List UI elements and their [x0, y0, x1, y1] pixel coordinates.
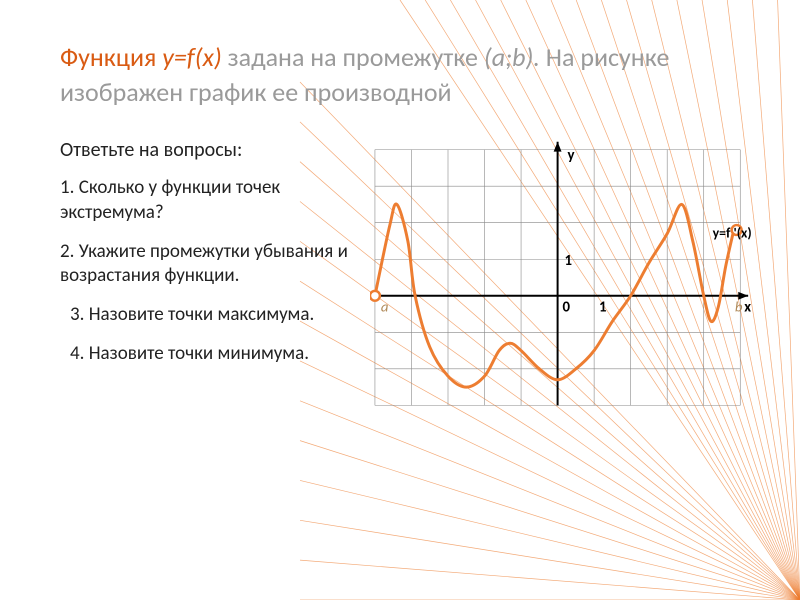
derivative-chart: y x 0 1 1 a b y=f '(x)	[370, 138, 760, 408]
svg-text:b: b	[735, 298, 743, 316]
title-part1: Функция	[60, 41, 162, 73]
question-2: 2. Укажите промежутки убывания и возраст…	[60, 240, 350, 289]
svg-text:a: a	[381, 298, 389, 316]
svg-text:0: 0	[563, 298, 571, 316]
svg-text:1: 1	[565, 251, 573, 269]
question-1: 1. Сколько у функции точек экстремума?	[60, 176, 350, 225]
svg-text:y=f '(x): y=f '(x)	[713, 225, 752, 242]
title-formula: y=f(x)	[162, 41, 222, 73]
svg-text:x: x	[744, 298, 751, 316]
title-part2: задана на промежутке	[222, 41, 484, 73]
question-3: 3. Назовите точки максимума.	[70, 303, 350, 328]
svg-text:1: 1	[599, 298, 607, 316]
question-4: 4. Назовите точки минимума.	[70, 342, 350, 367]
title-interval: (a;b).	[484, 41, 540, 73]
svg-text:y: y	[567, 146, 574, 164]
page-title: Функция y=f(x) задана на промежутке (a;b…	[60, 40, 770, 110]
questions-block: Ответьте на вопросы: 1. Сколько у функци…	[60, 138, 350, 408]
questions-heading: Ответьте на вопросы:	[60, 138, 350, 162]
